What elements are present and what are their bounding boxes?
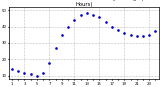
Title: Milwaukee Weather Wind Chill Hourly Average (24 Hours): Milwaukee Weather Wind Chill Hourly Aver… — [17, 0, 150, 7]
